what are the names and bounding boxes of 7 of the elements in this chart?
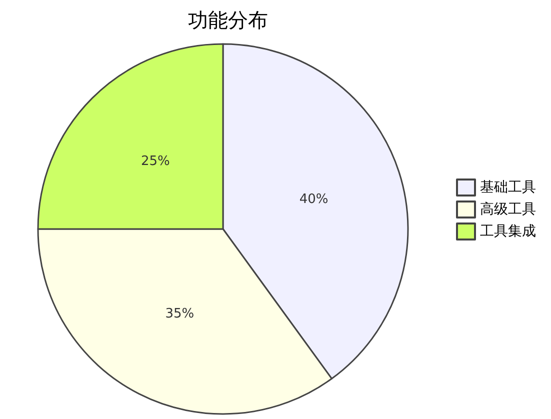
data-label: 35% <box>165 306 194 322</box>
legend-label: 工具集成 <box>480 224 536 240</box>
data-label: 25% <box>141 154 170 169</box>
legend-label: 高级工具 <box>480 202 536 218</box>
legend-label: 基础工具 <box>480 180 536 196</box>
data-label: 40% <box>299 192 328 207</box>
chart-title: 功能分布 <box>188 8 268 32</box>
